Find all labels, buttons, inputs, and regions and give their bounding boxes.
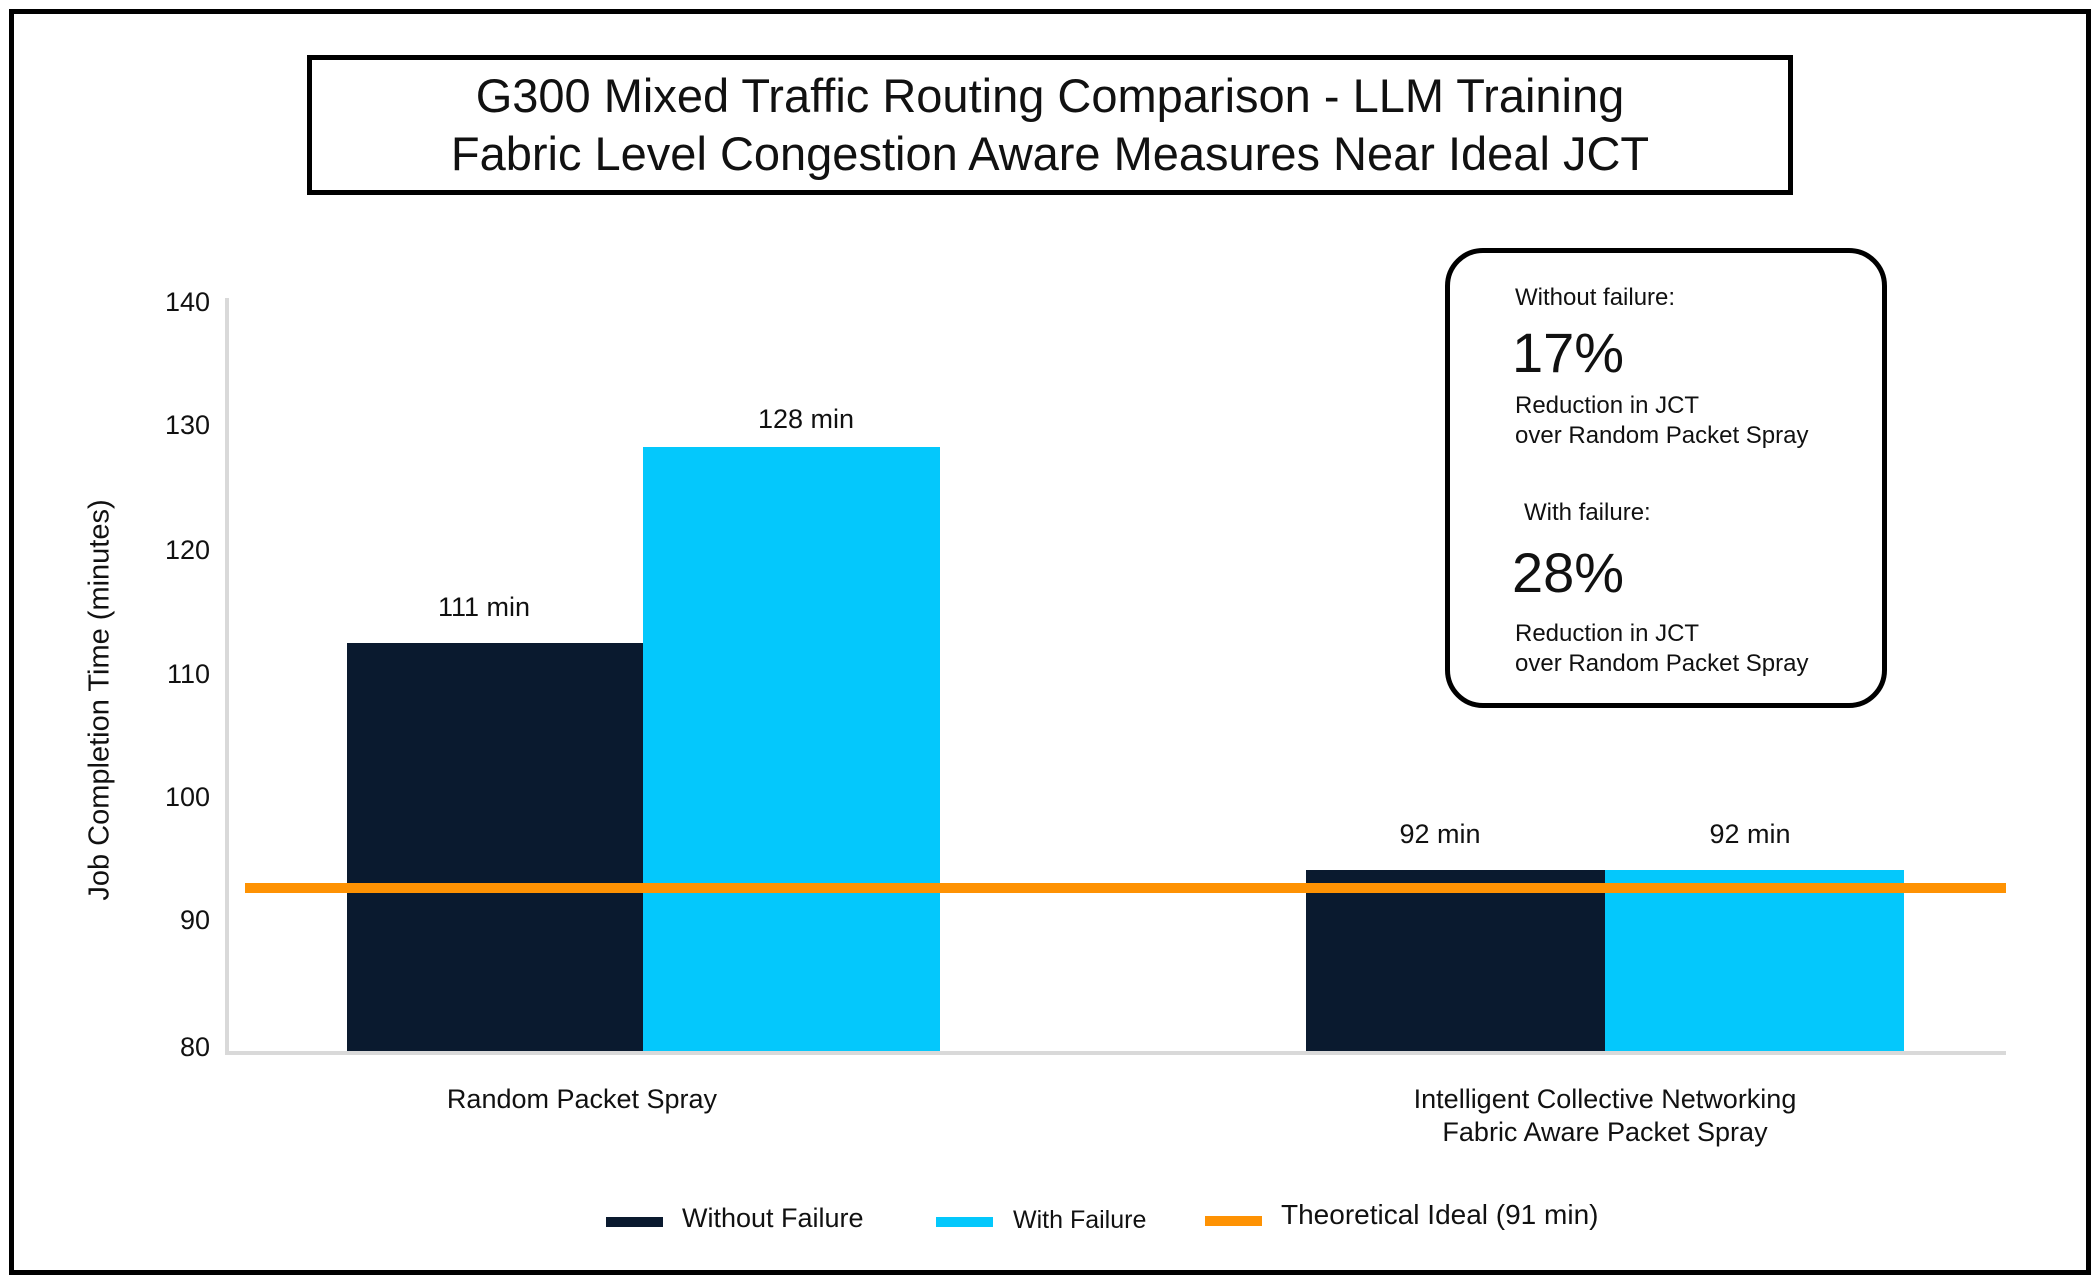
theoretical-ideal-line — [245, 883, 2006, 893]
bar-label-rps-without-failure: 111 min — [437, 592, 531, 622]
legend-swatch-with-failure — [936, 1217, 993, 1227]
info-with-desc-2: over Random Packet Spray — [1515, 650, 1809, 677]
y-tick-100: 100 — [164, 782, 210, 812]
chart-title-line-2: Fabric Level Congestion Aware Measures N… — [450, 127, 1650, 180]
legend-swatch-without-failure — [606, 1217, 663, 1227]
y-tick-110: 110 — [166, 659, 210, 689]
legend-swatch-theoretical-ideal — [1205, 1216, 1262, 1226]
bar-rps-with-failure — [643, 447, 940, 1053]
category-label-icn: Intelligent Collective Networking Fabric… — [1414, 1083, 1797, 1149]
info-callout-box: Without failure: 17% Reduction in JCT ov… — [1445, 248, 1887, 708]
y-axis-line — [225, 298, 229, 1055]
info-with-percent: 28% — [1512, 541, 1625, 604]
info-without-desc-2: over Random Packet Spray — [1515, 422, 1809, 449]
chart-title-line-1: G300 Mixed Traffic Routing Comparison - … — [475, 69, 1625, 122]
legend-label-without-failure: Without Failure — [682, 1203, 864, 1233]
category-label-line: Random Packet Spray — [446, 1084, 718, 1114]
legend-label-with-failure: With Failure — [1013, 1206, 1147, 1234]
y-tick-130: 130 — [164, 410, 210, 440]
x-axis-line — [225, 1051, 2006, 1055]
bar-icn-without-failure — [1306, 870, 1605, 1053]
y-axis-title: Job Completion Time (minutes) — [83, 499, 116, 901]
bar-label-icn-without-failure: 92 min — [1399, 819, 1481, 849]
bar-label-rps-with-failure: 128 min — [757, 404, 855, 434]
y-tick-120: 120 — [164, 535, 210, 565]
chart-frame — [9, 9, 2091, 1275]
category-label-line: Fabric Aware Packet Spray — [1442, 1117, 1768, 1147]
y-tick-90: 90 — [179, 905, 210, 935]
category-label-line: Intelligent Collective Networking — [1413, 1084, 1797, 1114]
bar-icn-with-failure — [1605, 870, 1904, 1053]
bar-label-icn-with-failure: 92 min — [1709, 819, 1791, 849]
info-with-heading: With failure: — [1524, 499, 1651, 526]
chart-title-box: G300 Mixed Traffic Routing Comparison - … — [307, 55, 1793, 195]
bar-rps-without-failure — [347, 643, 643, 1053]
info-without-heading: Without failure: — [1515, 284, 1676, 311]
y-tick-80: 80 — [179, 1032, 210, 1062]
category-label-random-packet-spray: Random Packet Spray — [447, 1083, 717, 1116]
info-with-desc-1: Reduction in JCT — [1515, 620, 1700, 647]
info-without-desc-1: Reduction in JCT — [1515, 392, 1700, 419]
legend-label-theoretical-ideal: Theoretical Ideal (91 min) — [1281, 1199, 1599, 1230]
info-without-percent: 17% — [1512, 321, 1625, 384]
y-tick-140: 140 — [164, 287, 210, 317]
